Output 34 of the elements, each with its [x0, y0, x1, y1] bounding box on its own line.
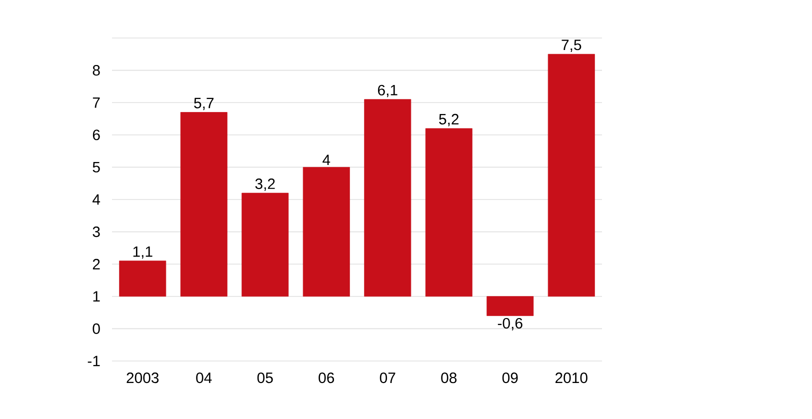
- x-tick-label: 06: [318, 372, 334, 384]
- bar: [364, 99, 412, 297]
- bar: [486, 296, 534, 316]
- bar: [548, 54, 595, 297]
- data-label: 1,1: [133, 246, 152, 259]
- bar: [180, 112, 228, 297]
- x-tick-label: 04: [196, 372, 212, 384]
- bar: [302, 167, 350, 297]
- x-tick-label: 08: [441, 372, 457, 384]
- data-label: 5,7: [194, 98, 214, 110]
- bar: [425, 128, 472, 297]
- y-tick-label: 2: [92, 258, 100, 270]
- y-tick-label: 0: [92, 323, 100, 334]
- data-label: 7,5: [562, 40, 582, 52]
- y-tick-label: -1: [88, 356, 100, 366]
- x-tick-label: 09: [502, 372, 518, 384]
- bar: [242, 192, 289, 297]
- y-tick-label: 7: [92, 97, 100, 108]
- x-tick-label: 05: [257, 372, 273, 384]
- data-label: 3,2: [255, 178, 275, 191]
- x-tick-label: 2003: [126, 372, 159, 384]
- x-tick-label: 07: [380, 372, 396, 384]
- y-tick-label: 1: [93, 291, 100, 302]
- y-tick-label: 3: [92, 226, 100, 238]
- data-label: 6,1: [378, 84, 398, 98]
- data-label: 5,2: [439, 114, 459, 126]
- bar: [119, 260, 166, 297]
- data-label: 4: [322, 154, 330, 165]
- y-tick-label: 8: [92, 65, 100, 76]
- y-tick-label: 6: [92, 130, 100, 140]
- y-tick-label: 5: [92, 162, 100, 172]
- x-tick-label: 2010: [556, 372, 588, 384]
- data-label: -0,6: [498, 318, 522, 330]
- y-tick-label: 4: [92, 194, 100, 205]
